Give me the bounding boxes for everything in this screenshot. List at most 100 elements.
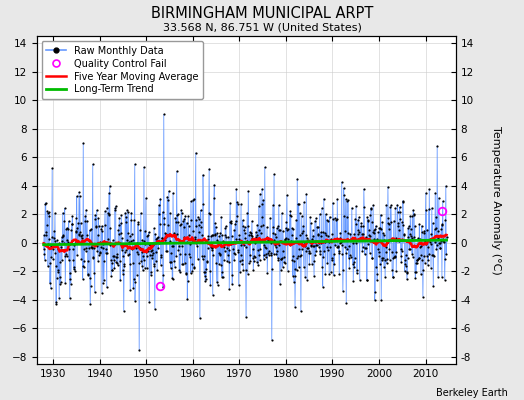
Point	[231, 221, 239, 228]
Point	[65, 246, 73, 252]
Point	[409, 212, 418, 218]
Point	[113, 260, 122, 266]
Point	[188, 268, 196, 274]
Point	[153, 267, 161, 274]
Point	[211, 232, 220, 238]
Point	[274, 223, 282, 229]
Point	[388, 274, 397, 280]
Point	[114, 231, 123, 238]
Point	[430, 226, 439, 232]
Point	[352, 203, 360, 209]
Point	[339, 251, 347, 257]
Point	[138, 267, 147, 274]
Point	[162, 248, 171, 254]
Point	[189, 196, 197, 203]
Point	[241, 230, 249, 237]
Point	[207, 233, 215, 239]
Point	[275, 226, 283, 233]
Point	[303, 277, 311, 283]
Point	[412, 259, 420, 266]
Point	[421, 260, 429, 266]
Point	[369, 202, 377, 209]
Point	[53, 237, 61, 244]
Point	[380, 264, 388, 270]
Point	[49, 242, 58, 248]
Point	[187, 198, 195, 204]
Point	[93, 231, 102, 238]
Point	[384, 215, 392, 221]
Point	[293, 252, 302, 259]
Point	[46, 260, 54, 266]
Point	[213, 237, 221, 244]
Point	[256, 191, 264, 198]
Point	[396, 216, 405, 222]
Point	[150, 306, 159, 312]
Point	[376, 261, 384, 267]
Point	[123, 237, 131, 244]
Point	[376, 212, 385, 218]
Point	[43, 208, 51, 214]
Point	[237, 252, 246, 258]
Point	[285, 240, 293, 247]
Point	[113, 254, 121, 261]
Point	[219, 274, 227, 280]
Point	[197, 219, 205, 225]
Point	[181, 251, 189, 258]
Point	[411, 269, 419, 276]
Point	[41, 256, 49, 263]
Point	[387, 219, 396, 225]
Point	[135, 245, 144, 251]
Point	[413, 235, 422, 242]
Point	[285, 240, 293, 246]
Point	[175, 267, 183, 273]
Point	[400, 232, 408, 238]
Point	[48, 165, 57, 172]
Point	[108, 237, 117, 244]
Point	[205, 166, 213, 172]
Point	[169, 243, 178, 250]
Point	[64, 225, 72, 232]
Point	[349, 277, 357, 284]
Point	[362, 244, 370, 251]
Point	[220, 244, 228, 250]
Point	[48, 246, 57, 252]
Point	[212, 279, 221, 286]
Point	[336, 230, 345, 236]
Point	[147, 272, 155, 278]
Point	[371, 288, 379, 295]
Text: Berkeley Earth: Berkeley Earth	[436, 388, 508, 398]
Point	[244, 270, 252, 277]
Point	[123, 252, 132, 258]
Point	[325, 239, 333, 245]
Point	[71, 240, 79, 246]
Point	[270, 236, 279, 243]
Point	[246, 252, 254, 258]
Point	[355, 214, 363, 220]
Point	[325, 271, 333, 277]
Point	[279, 228, 287, 234]
Point	[190, 265, 198, 271]
Point	[193, 255, 202, 262]
Point	[86, 275, 94, 282]
Point	[370, 230, 378, 236]
Point	[200, 252, 208, 259]
Point	[362, 276, 370, 283]
Point	[187, 217, 195, 223]
Point	[282, 235, 290, 242]
Point	[97, 226, 105, 232]
Point	[255, 252, 263, 258]
Point	[298, 213, 306, 219]
Point	[167, 265, 175, 271]
Point	[109, 253, 117, 259]
Point	[433, 242, 441, 248]
Point	[84, 240, 93, 247]
Point	[135, 260, 143, 266]
Point	[298, 229, 307, 236]
Point	[300, 199, 308, 206]
Point	[326, 236, 334, 243]
Point	[182, 270, 190, 276]
Point	[196, 207, 205, 213]
Point	[266, 236, 274, 242]
Point	[279, 248, 288, 254]
Point	[321, 271, 330, 277]
